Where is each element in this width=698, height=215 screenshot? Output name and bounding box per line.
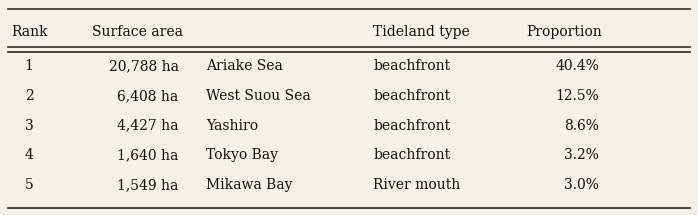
Text: beachfront: beachfront (373, 59, 450, 73)
Text: beachfront: beachfront (373, 118, 450, 132)
Text: Yashiro: Yashiro (207, 118, 258, 132)
Text: Tideland type: Tideland type (373, 25, 470, 39)
Text: 3.0%: 3.0% (565, 178, 600, 192)
Text: 4,427 ha: 4,427 ha (117, 118, 179, 132)
Text: beachfront: beachfront (373, 89, 450, 103)
Text: 1,640 ha: 1,640 ha (117, 148, 179, 162)
Text: beachfront: beachfront (373, 148, 450, 162)
Text: Mikawa Bay: Mikawa Bay (207, 178, 293, 192)
Text: 20,788 ha: 20,788 ha (109, 59, 179, 73)
Text: West Suou Sea: West Suou Sea (207, 89, 311, 103)
Text: Tokyo Bay: Tokyo Bay (207, 148, 279, 162)
Text: 3.2%: 3.2% (565, 148, 600, 162)
Text: 1,549 ha: 1,549 ha (117, 178, 179, 192)
Text: 12.5%: 12.5% (556, 89, 600, 103)
Text: 6,408 ha: 6,408 ha (117, 89, 179, 103)
Text: Ariake Sea: Ariake Sea (207, 59, 283, 73)
Text: 40.4%: 40.4% (556, 59, 600, 73)
Text: 2: 2 (25, 89, 34, 103)
Text: Proportion: Proportion (526, 25, 602, 39)
Text: Surface area: Surface area (91, 25, 183, 39)
Text: Rank: Rank (11, 25, 47, 39)
Text: River mouth: River mouth (373, 178, 461, 192)
Text: 3: 3 (25, 118, 34, 132)
Text: 8.6%: 8.6% (565, 118, 600, 132)
Text: 4: 4 (24, 148, 34, 162)
Text: 1: 1 (24, 59, 34, 73)
Text: 5: 5 (25, 178, 34, 192)
